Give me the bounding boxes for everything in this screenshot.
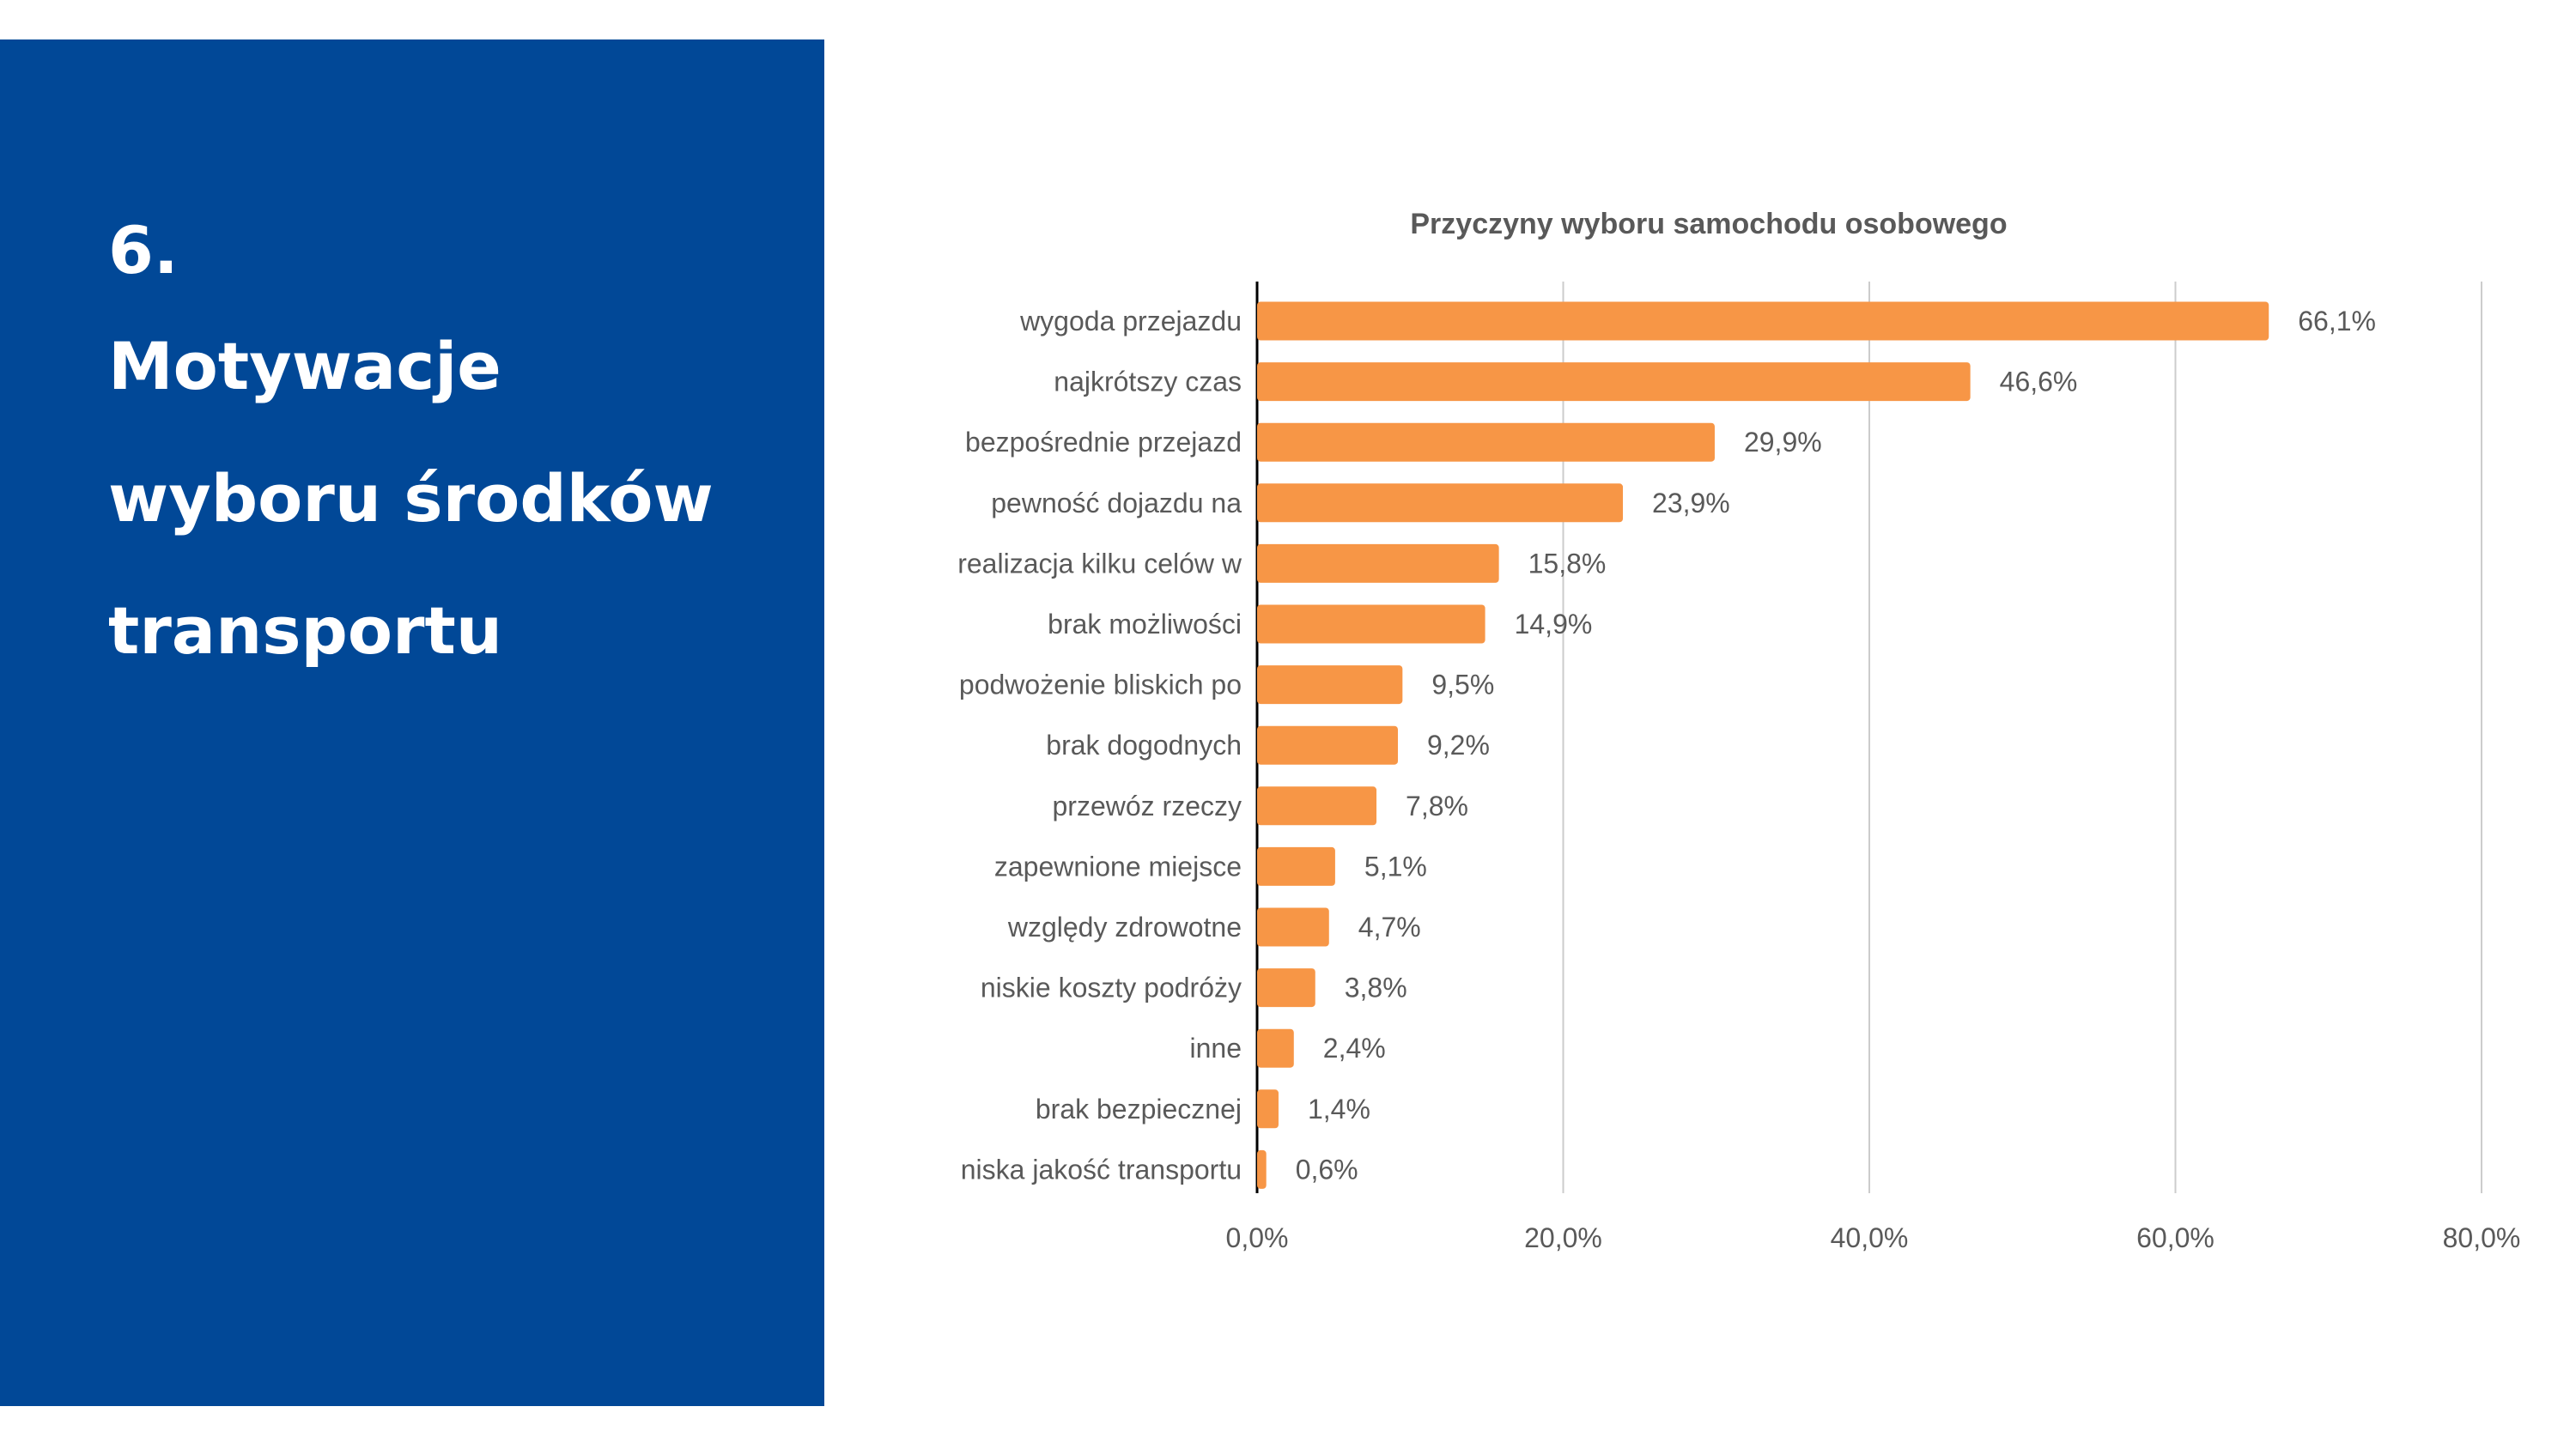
- value-label: 15,8%: [1528, 548, 1607, 579]
- chart-title: Przyczyny wyboru samochodu osobowego: [1410, 208, 2007, 240]
- category-label: najkrótszy czas: [1054, 367, 1242, 397]
- category-label: względy zdrowotne: [1007, 912, 1242, 943]
- value-label: 1,4%: [1308, 1094, 1370, 1125]
- bar: [1257, 604, 1485, 644]
- x-tick-label: 20,0%: [1524, 1222, 1602, 1253]
- bar: [1257, 665, 1403, 705]
- category-label: przewóz rzeczy: [1053, 791, 1242, 822]
- section-title-line-2: wyboru środków: [108, 460, 714, 537]
- value-label: 5,1%: [1364, 851, 1427, 882]
- category-label: zapewnione miejsce: [994, 851, 1242, 882]
- bar: [1257, 543, 1499, 583]
- bars: [1257, 301, 2269, 1189]
- category-label: bezpośrednie przejazd: [965, 427, 1242, 458]
- category-label: niskie koszty podróży: [981, 973, 1242, 1003]
- category-label: inne: [1190, 1033, 1242, 1064]
- bar: [1257, 1149, 1267, 1189]
- value-label: 46,6%: [2000, 367, 2078, 397]
- value-label: 7,8%: [1406, 791, 1468, 822]
- category-label: brak dogodnych: [1046, 730, 1242, 761]
- section-title-line-1: Motywacje: [108, 328, 501, 404]
- bar: [1257, 483, 1624, 523]
- category-label: niska jakość transportu: [961, 1154, 1242, 1185]
- x-tick-label: 80,0%: [2443, 1222, 2521, 1253]
- section-number: 6.: [108, 212, 179, 288]
- category-label: brak bezpiecznej: [1036, 1094, 1242, 1125]
- x-tick-label: 0,0%: [1226, 1222, 1289, 1253]
- value-label: 9,2%: [1427, 730, 1490, 761]
- category-label: realizacja kilku celów w: [957, 548, 1242, 579]
- bar: [1257, 1028, 1294, 1068]
- value-label: 3,8%: [1345, 973, 1407, 1003]
- category-label: pewność dojazdu na: [991, 488, 1242, 518]
- labels: 0,0% 20,0% 40,0% 60,0% 80,0% wygoda przejazdu…: [957, 306, 2520, 1253]
- category-label: podwożenie bliskich po: [959, 670, 1242, 700]
- value-label: 66,1%: [2298, 306, 2376, 336]
- value-label: 4,7%: [1358, 912, 1421, 943]
- category-label: wygoda przejazdu: [1019, 306, 1242, 336]
- value-label: 23,9%: [1652, 488, 1730, 518]
- bar: [1257, 907, 1329, 947]
- section-panel: 6. Motywacje wyboru środków transportu: [0, 39, 824, 1406]
- bar: [1257, 301, 2269, 341]
- value-label: 2,4%: [1323, 1033, 1386, 1064]
- value-label: 29,9%: [1744, 427, 1822, 458]
- x-tick-label: 60,0%: [2136, 1222, 2215, 1253]
- value-label: 0,6%: [1296, 1154, 1358, 1185]
- value-label: 14,9%: [1515, 609, 1593, 640]
- bar: [1257, 968, 1315, 1008]
- value-label: 9,5%: [1431, 670, 1494, 700]
- category-label: brak możliwości: [1048, 609, 1242, 640]
- bar: [1257, 362, 1971, 402]
- bar: [1257, 1089, 1279, 1129]
- section-title-line-3: transportu: [108, 592, 502, 669]
- bar: [1257, 786, 1377, 826]
- bar: [1257, 422, 1715, 462]
- bar: [1257, 846, 1335, 886]
- bar: [1257, 725, 1398, 765]
- x-tick-label: 40,0%: [1831, 1222, 1909, 1253]
